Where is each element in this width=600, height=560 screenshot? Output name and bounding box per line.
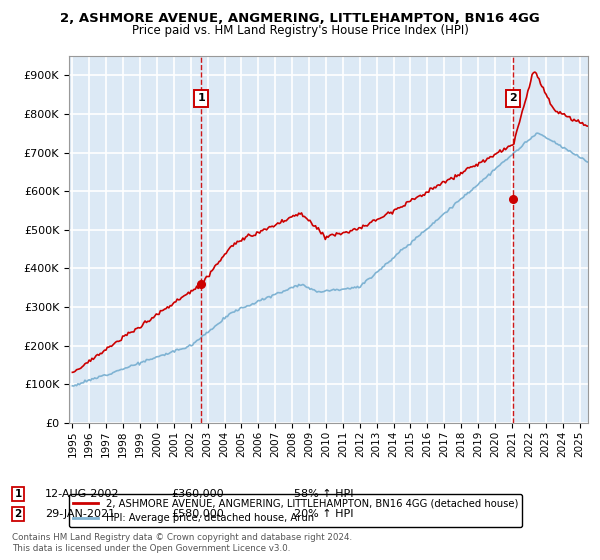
Text: £360,000: £360,000 bbox=[171, 489, 224, 499]
Text: 1: 1 bbox=[197, 94, 205, 104]
Text: 2: 2 bbox=[509, 94, 517, 104]
Text: 58% ↑ HPI: 58% ↑ HPI bbox=[294, 489, 353, 499]
Text: Price paid vs. HM Land Registry's House Price Index (HPI): Price paid vs. HM Land Registry's House … bbox=[131, 24, 469, 37]
Text: 20% ↑ HPI: 20% ↑ HPI bbox=[294, 509, 353, 519]
Text: 1: 1 bbox=[14, 489, 22, 499]
Text: Contains HM Land Registry data © Crown copyright and database right 2024.
This d: Contains HM Land Registry data © Crown c… bbox=[12, 533, 352, 553]
Text: 29-JAN-2021: 29-JAN-2021 bbox=[45, 509, 115, 519]
Text: £580,000: £580,000 bbox=[171, 509, 224, 519]
Text: 2: 2 bbox=[14, 509, 22, 519]
Legend: 2, ASHMORE AVENUE, ANGMERING, LITTLEHAMPTON, BN16 4GG (detached house), HPI: Ave: 2, ASHMORE AVENUE, ANGMERING, LITTLEHAMP… bbox=[69, 494, 523, 528]
Text: 2, ASHMORE AVENUE, ANGMERING, LITTLEHAMPTON, BN16 4GG: 2, ASHMORE AVENUE, ANGMERING, LITTLEHAMP… bbox=[60, 12, 540, 25]
Text: 12-AUG-2002: 12-AUG-2002 bbox=[45, 489, 119, 499]
